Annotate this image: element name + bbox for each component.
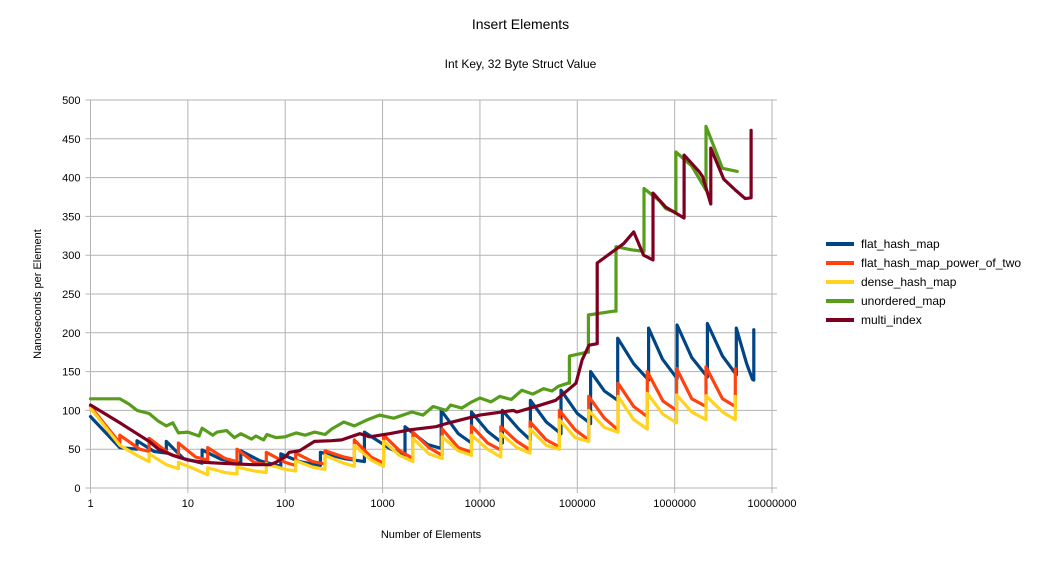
legend-swatch-unordered_map [826,298,854,303]
legend-item-unordered_map: unordered_map [826,291,1021,310]
series-line-dense_hash_map [88,391,737,477]
x-tick-label: 10 [182,498,194,510]
y-axis-title: Nanoseconds per Element [32,229,44,359]
chart-title: Insert Elements [471,16,570,32]
x-tick-label: 1000 [370,498,394,510]
y-tick-label: 200 [62,328,80,340]
x-axis-title: Number of Elements [380,529,482,541]
y-tick-label: 250 [62,289,80,301]
y-tick-label: 100 [62,405,80,417]
y-tick-label: 300 [62,250,80,262]
series-line-unordered_map [88,124,739,442]
y-tick-label: 500 [62,95,80,107]
x-tick-label: 1 [87,498,93,510]
chart-subtitle: Int Key, 32 Byte Struct Value [444,57,597,71]
legend-label: multi_index [861,312,922,327]
legend-item-flat_hash_map: flat_hash_map [826,234,1021,253]
legend-swatch-flat_hash_map [826,241,854,246]
y-tick-label: 350 [62,211,80,223]
legend-swatch-dense_hash_map [826,279,854,284]
y-tick-label: 400 [62,173,80,185]
legend-label: flat_hash_map [861,236,940,251]
x-tick-label: 10000000 [748,498,797,510]
legend-swatch-multi_index [826,317,854,322]
x-tick-label: 10000 [465,498,496,510]
x-tick-label: 100000 [559,498,596,510]
legend-label: dense_hash_map [861,274,957,289]
y-tick-label: 150 [62,367,80,379]
legend-item-multi_index: multi_index [826,310,1021,329]
series-line-multi_index [88,128,753,467]
y-tick-label: 50 [68,444,80,456]
legend-item-dense_hash_map: dense_hash_map [826,272,1021,291]
legend-swatch-flat_hash_map_power_of_two [826,260,854,265]
y-tick-label: 0 [74,483,80,495]
series-line-flat_hash_map_power_of_two [88,365,737,468]
y-tick-label: 450 [62,134,80,146]
legend-label: unordered_map [861,293,946,308]
x-tick-label: 1000000 [653,498,696,510]
legend-label: flat_hash_map_power_of_two [861,255,1022,270]
x-tick-label: 100 [276,498,294,510]
legend-item-flat_hash_map_power_of_two: flat_hash_map_power_of_two [826,253,1021,272]
series-line-flat_hash_map [88,321,756,468]
